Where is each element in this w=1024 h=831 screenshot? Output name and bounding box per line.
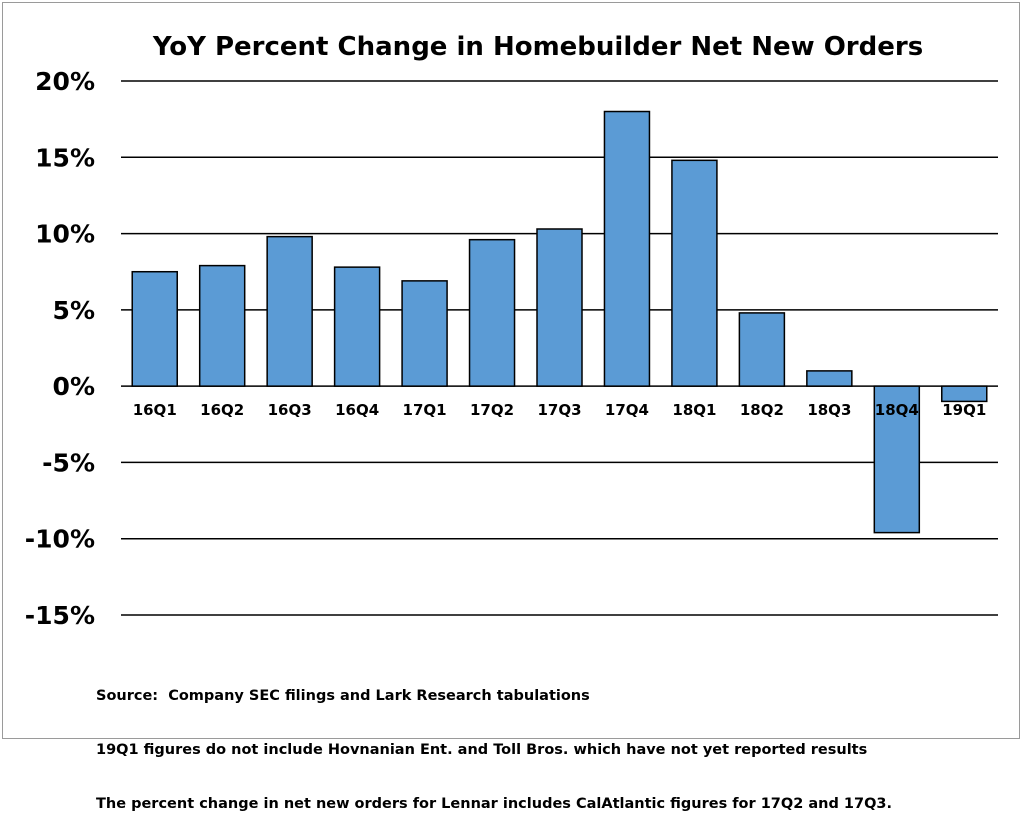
- y-tick-label: 10%: [35, 220, 95, 249]
- x-tick-label: 17Q1: [403, 401, 447, 419]
- y-axis-ticks: 20% 15% 10% 5% 0% -5% -10% -15%: [25, 67, 95, 630]
- bar-18q1: [671, 159, 718, 387]
- bar-16q1: [131, 270, 178, 387]
- y-tick-label: 5%: [53, 296, 95, 325]
- bar-17q3: [536, 228, 583, 387]
- bar-17q4: [603, 110, 651, 387]
- bar-16q4: [333, 266, 381, 387]
- bar-19q1: [941, 385, 988, 403]
- bar-18q3: [806, 370, 853, 387]
- x-tick-label: 18Q1: [672, 401, 716, 419]
- exclusion-note: 19Q1 figures do not include Hovnanian En…: [96, 742, 868, 758]
- y-tick-label: -5%: [42, 448, 95, 477]
- bar-17q1: [401, 280, 448, 387]
- x-tick-label: 17Q3: [537, 401, 581, 419]
- bar-16q2: [198, 264, 246, 387]
- y-tick-label: -10%: [25, 525, 95, 554]
- x-tick-label: 16Q2: [200, 401, 244, 419]
- bars: [131, 110, 988, 534]
- x-tick-label: 16Q4: [335, 401, 379, 419]
- source-note: Source: Company SEC filings and Lark Res…: [96, 688, 590, 704]
- x-tick-label: 16Q3: [268, 401, 312, 419]
- chart-frame: [2, 2, 1020, 739]
- y-tick-label: 15%: [35, 143, 95, 172]
- bar-18q2: [738, 312, 786, 387]
- x-tick-label: 17Q2: [470, 401, 514, 419]
- bar-16q3: [266, 235, 313, 387]
- y-tick-label: -15%: [25, 601, 95, 630]
- x-tick-label: 18Q4: [875, 401, 919, 419]
- lennar-note: The percent change in net new orders for…: [96, 796, 892, 812]
- x-axis-ticks: 16Q1 16Q2 16Q3 16Q4 17Q1 17Q2 17Q3 17Q4 18Q1 18Q2…: [133, 401, 987, 419]
- x-tick-label: 16Q1: [133, 401, 177, 419]
- x-tick-label: 17Q4: [605, 401, 649, 419]
- y-tick-label: 20%: [35, 67, 95, 96]
- bar-18q4: [873, 385, 921, 534]
- x-tick-label: 19Q1: [942, 401, 986, 419]
- x-tick-label: 18Q2: [740, 401, 784, 419]
- x-tick-label: 18Q3: [807, 401, 851, 419]
- bar-17q2: [468, 238, 516, 387]
- chart-title: YoY Percent Change in Homebuilder Net Ne…: [152, 32, 923, 62]
- bar-chart: YoY Percent Change in Homebuilder Net Ne…: [25, 32, 998, 630]
- y-tick-label: 0%: [53, 372, 95, 401]
- footnotes: Source: Company SEC filings and Lark Res…: [96, 651, 892, 831]
